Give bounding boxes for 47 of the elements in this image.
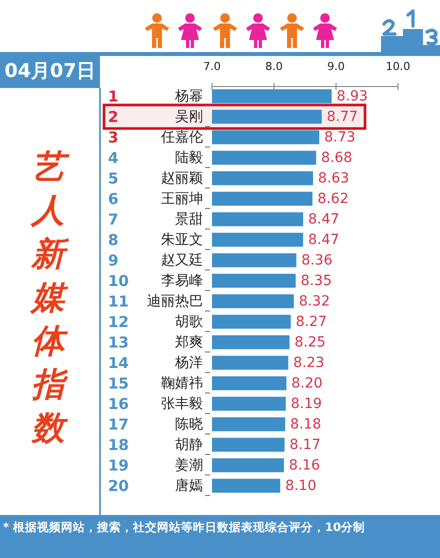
data-label: 8.73 [324, 129, 356, 146]
text: 04月07日 [4, 60, 96, 82]
data-label: 8.77 [326, 108, 358, 125]
x-tick-label: 10.0 [386, 60, 410, 73]
text: * 根据视频网站，搜索，社交网站等昨日数据表现综合评分，10分制 [3, 520, 366, 534]
category-label: 11 迪丽热巴 [108, 292, 204, 310]
data-label: 8.18 [290, 416, 322, 432]
data-label: 8.63 [318, 170, 350, 186]
category-label: 2 吴刚 [108, 108, 204, 126]
data-label: 8.93 [336, 88, 368, 104]
category-label: 9 赵又廷 [108, 251, 204, 270]
data-label: 8.16 [288, 457, 320, 474]
data-label: 8.62 [317, 190, 349, 207]
data-label: 8.25 [294, 334, 326, 350]
data-label: 8.27 [296, 314, 327, 330]
category-label: 20 唐嫣 [108, 476, 204, 495]
text: 艺人新媒体指数 [30, 147, 70, 447]
data-label: 8.47 [308, 232, 340, 248]
data-label: 8.35 [300, 272, 332, 289]
category-label: 6 王丽坤 [108, 190, 204, 208]
category-label: 15 鞠婧祎 [108, 374, 204, 392]
category-label: 1 杨幂 [108, 87, 204, 106]
x-tick-label: 7.0 [203, 60, 221, 73]
category-label: 14 杨洋 [108, 354, 204, 372]
category-label: 10 李易峰 [108, 272, 204, 290]
category-label: 12 胡歌 [108, 312, 204, 331]
category-label: 3 任嘉伦 [108, 128, 204, 146]
data-label: 8.19 [290, 396, 322, 412]
data-label: 8.20 [291, 375, 323, 392]
x-tick-label: 9.0 [327, 60, 345, 73]
data-label: 8.23 [293, 354, 324, 371]
category-label: 7 景甜 [108, 210, 204, 228]
data-label: 8.36 [301, 252, 333, 268]
category-label: 5 赵丽颖 [108, 169, 204, 188]
category-label: 16 张丰毅 [108, 394, 204, 413]
data-label: 8.10 [285, 478, 316, 494]
category-label: 8 朱亚文 [108, 230, 204, 249]
data-label: 8.47 [308, 211, 340, 228]
category-label: 17 陈晓 [108, 415, 204, 434]
data-label: 8.17 [290, 436, 321, 453]
category-label: 13 郑爽 [108, 333, 204, 352]
data-label: 8.32 [298, 293, 330, 310]
data-label: 8.68 [321, 150, 352, 166]
x-tick-label: 8.0 [265, 60, 283, 73]
category-label: 4 陆毅 [108, 148, 204, 167]
category-label: 18 胡静 [108, 436, 204, 454]
category-label: 19 姜潮 [108, 456, 204, 474]
